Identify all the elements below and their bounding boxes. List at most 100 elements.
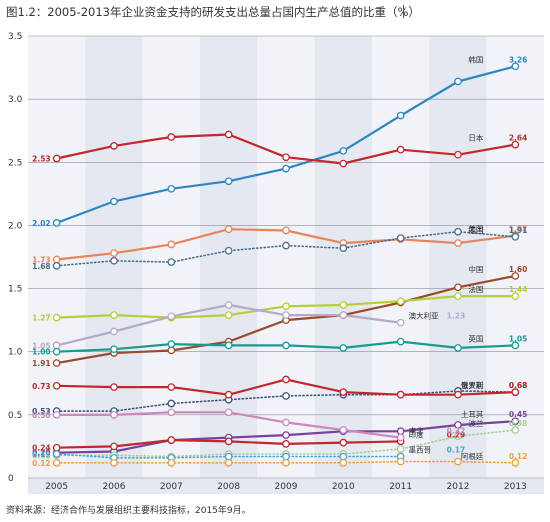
data-point [282,153,290,162]
x-tick-label: 2007 [160,482,183,492]
data-point [167,184,176,193]
x-tick-label: 2009 [275,482,298,492]
data-point [396,297,405,306]
series-end-label: 0.17 [447,446,466,455]
data-point [396,145,405,154]
y-tick-label: 3.0 [8,95,23,105]
series-name-label: 英国 [468,333,483,343]
data-point [167,346,176,355]
series-name-label: 意大利 [461,380,484,390]
series-start-label: 0.18 [32,451,51,460]
y-tick-label: 1.5 [8,285,22,295]
data-point [167,340,176,348]
data-point [52,411,61,419]
series-name-label: 阿根廷 [461,451,484,461]
data-point [224,341,233,350]
series-end-label: 0.29 [447,430,466,439]
series-start-label: 0.53 [32,407,51,416]
data-point [52,154,61,163]
data-point [454,457,462,466]
y-tick-label: 2.5 [8,158,22,168]
data-point [52,381,61,390]
data-point [224,301,233,309]
data-point [167,383,176,391]
x-tick-label: 2008 [217,482,240,492]
y-tick-label: 0.5 [8,411,22,421]
data-point [511,426,520,434]
data-point [511,62,520,71]
series-start-label: 2.02 [32,219,51,228]
data-point [339,301,348,309]
data-point [511,388,520,396]
series-line [55,230,517,267]
series-end-label: 1.60 [509,265,528,274]
series-end-label: 0.32 [447,427,466,436]
data-point [396,445,405,453]
data-point [396,390,405,399]
x-axis-ticks: 2005 2006 2007 2008 2009 2010 2011 2012 2013 [45,482,527,492]
series-name-label: 德国 [468,225,483,235]
data-point [52,341,61,350]
title-separator [403,5,404,18]
data-point [339,426,348,434]
data-point [167,436,176,444]
series-name-label: 美国 [468,224,483,234]
year-band [314,36,372,478]
data-point [167,399,176,408]
data-point [339,159,348,168]
data-point [454,239,462,247]
series-name-label: 印度 [409,429,424,439]
data-point [52,255,61,264]
series-end-label: 0.38 [509,419,528,428]
data-point [282,375,290,384]
source-note: 资料来源：经济合作与发展组织主要科技指标，2015年9月。 [6,506,251,516]
data-point [52,313,61,322]
data-point [167,312,176,321]
series-name-label: 法国 [468,284,483,294]
y-tick-label: 3.5 [8,32,22,42]
data-point [110,458,118,467]
data-point [224,177,233,186]
data-point [511,272,520,280]
data-point [52,443,61,452]
series-end-label: 2.64 [509,134,528,143]
series-end-label: 0.45 [509,410,528,419]
data-point [52,450,61,458]
data-point [454,432,462,441]
series-end-label: 0.12 [509,452,528,461]
series-start-label: 0.24 [32,444,51,453]
data-point [454,421,462,429]
series-start-label: 0.73 [32,382,51,391]
series-end-label: 1.44 [509,285,528,294]
data-point [339,458,348,467]
data-point [282,452,290,461]
series-line [55,390,517,412]
data-point [282,341,290,350]
data-point [454,77,462,86]
y-tick-label: 2.0 [8,221,23,231]
data-point [282,458,290,467]
year-band [372,36,430,478]
series-start-label: 1.05 [32,341,51,350]
data-point [224,452,233,461]
series-end-label: 0.68 [509,381,528,390]
data-point [511,292,520,300]
data-point [224,458,233,467]
data-point [339,147,348,155]
data-point [339,388,348,396]
data-point [110,345,118,354]
series-start-label: 0.12 [32,459,51,468]
data-point [282,418,290,427]
data-point [110,327,118,336]
x-tick-label: 2012 [447,482,470,492]
series-name-label: 澳大利亚 [409,311,439,321]
year-band [486,36,544,478]
series-start-label: 0.20 [32,449,51,458]
data-point [52,458,61,467]
year-band [429,36,487,478]
data-point [224,246,233,255]
data-point [167,240,176,249]
data-point [339,344,348,352]
series-end-label: 1.92 [509,225,528,234]
series-name-label: 南非 [409,426,424,436]
